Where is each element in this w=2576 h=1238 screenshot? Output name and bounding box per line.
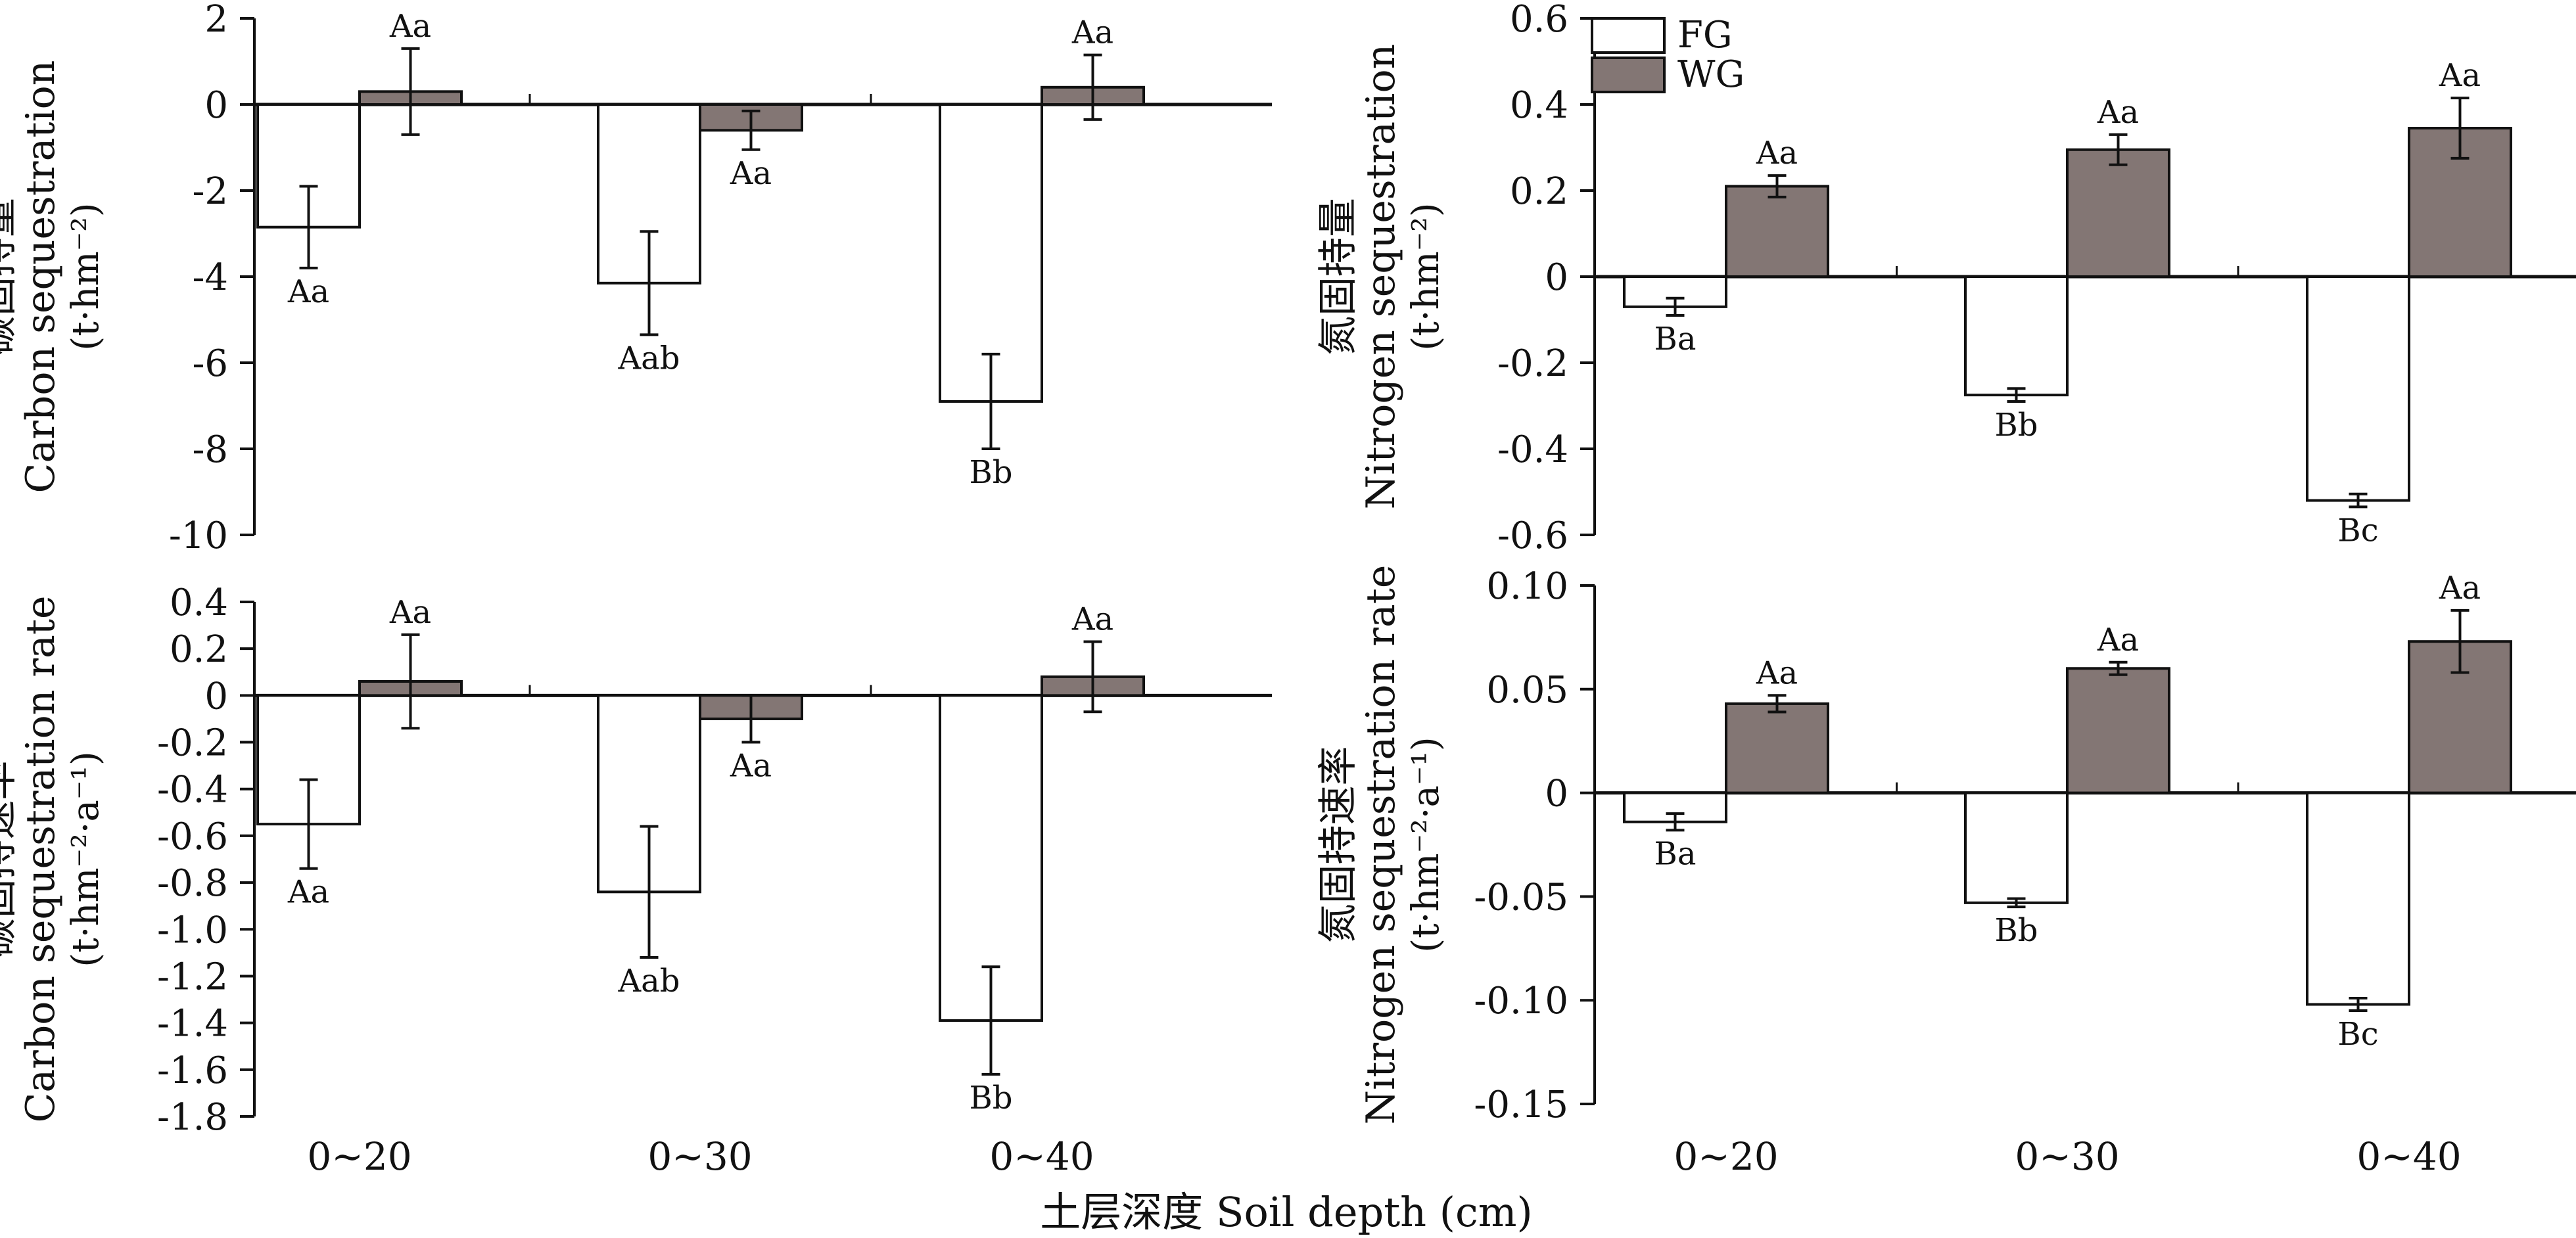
significance-label: Aa [2097,622,2139,658]
y-axis-title-cn: 氮固持速率 [1315,746,1361,944]
y-tick-label: -0.6 [157,815,228,858]
bar-wg [1725,185,1829,279]
y-tick-label: -4 [192,256,228,299]
significance-label: Bb [1995,407,2038,444]
y-tick-label: -1.2 [157,955,228,998]
y-axis-title-cn: 碳固持速率 [0,761,21,958]
x-tick-label: 0~20 [1674,1134,1778,1179]
bar-wg [2066,667,2170,794]
y-tick-label: 0 [1545,256,1568,299]
y-tick-label: -0.2 [157,722,228,765]
significance-label: Aa [2439,57,2481,94]
significance-label: Aa [2439,570,2481,607]
y-tick-label: 0.6 [1510,0,1568,41]
bar-fg [939,103,1043,403]
x-axis-title: 土层深度 Soil depth (cm) [1040,1188,1532,1236]
y-tick-label: -8 [192,428,228,471]
x-tick-label: 0~20 [307,1134,411,1179]
y-axis-title-unit: (t·hm⁻²·a⁻¹) [64,751,107,967]
y-tick-label: -2 [192,170,228,213]
significance-label: Aa [1071,14,1113,51]
y-tick-label: -6 [192,342,228,385]
x-tick-label: 0~40 [989,1134,1094,1179]
y-tick-label: 0.2 [1510,170,1568,213]
y-axis-title-en: Nitrogen sequestration [1358,44,1404,510]
significance-label: Aa [730,155,772,192]
y-tick-label: -1.8 [157,1096,228,1139]
y-axis-title-en: Carbon sequestration rate [18,595,64,1122]
y-axis-title-unit: (t·hm⁻²·a⁻¹) [1405,737,1447,952]
y-tick-label: -0.10 [1474,980,1568,1022]
significance-label: Aa [287,273,329,310]
y-tick-label: -0.4 [157,769,228,812]
bar-wg [1725,702,1829,794]
bar-fg [2306,275,2410,502]
y-tick-label: 0 [1545,773,1568,815]
significance-label: Bc [2337,512,2378,549]
y-tick-label: -0.15 [1474,1084,1568,1126]
significance-label: Aa [1071,601,1113,638]
bar-fg [2306,791,2410,1006]
y-axis-title-unit: (t·hm⁻²) [1405,202,1447,350]
y-tick-label: -1.0 [157,909,228,951]
significance-label: Aab [617,340,680,377]
legend-swatch-fg [1591,17,1666,54]
x-tick-label: 0~30 [2015,1134,2119,1179]
y-tick-label: -0.05 [1474,876,1568,919]
legend-swatch-wg [1591,57,1666,93]
bar-wg [2066,148,2170,278]
y-tick-label: 0.2 [170,628,228,671]
y-axis-title-unit: (t·hm⁻²) [64,202,107,350]
x-tick-label: 0~30 [647,1134,752,1179]
panel-nitrogen-sequestration-rate: 0.10 0.05 0 -0.05 -0.10 -0.15 Ba Bb Bc Aa Aa Aa 0~20… [1315,565,2576,1179]
y-tick-label: -0.8 [157,862,228,905]
y-tick-label: 0 [204,675,228,718]
legend-label-wg: WG [1677,53,1745,96]
significance-label: Bb [970,454,1013,491]
significance-label: Bb [970,1080,1013,1116]
y-tick-label: -1.6 [157,1049,228,1092]
y-axis-title-en: Carbon sequestration [18,60,64,493]
panel-nitrogen-sequestration: 0.6 0.4 0.2 0 -0.2 -0.4 -0.6 Ba Bb Bc Aa Aa Aa 氮固持量Ni… [1315,0,2576,557]
significance-label: Bb [1995,912,2038,949]
y-tick-label: -0.4 [1497,428,1568,471]
significance-label: Aa [287,874,329,911]
bar-fg [1964,791,2069,904]
significance-label: Aa [2097,94,2139,131]
y-tick-label: 0.4 [1510,84,1568,127]
significance-label: Aa [389,594,431,631]
y-tick-label: -1.4 [157,1003,228,1045]
y-tick-label: -10 [169,515,228,557]
bar-fg [1964,275,2069,397]
significance-label: Aa [1756,135,1798,172]
significance-label: Aa [1756,654,1798,691]
significance-label: Bc [2337,1016,2378,1053]
y-tick-label: 0.4 [170,582,228,624]
significance-label: Aa [389,8,431,45]
y-tick-label: 0.05 [1486,669,1568,712]
significance-label: Aab [617,963,680,999]
y-tick-label: 2 [204,0,228,41]
y-axis-title-en: Nitrogen sequestration rate [1358,565,1404,1125]
y-tick-label: 0.10 [1486,565,1568,608]
y-tick-label: -0.6 [1497,515,1568,557]
legend-label-fg: FG [1677,14,1733,57]
panel-carbon-sequestration-rate: 0.40.20-0.2-0.4-0.6-0.8-1.0-1.2 -1.4-1.6-… [0,582,1272,1179]
y-tick-label: 0 [204,84,228,127]
significance-label: Ba [1654,835,1697,872]
significance-label: Aa [730,748,772,785]
y-tick-label: -0.2 [1497,342,1568,385]
significance-label: Ba [1654,321,1697,357]
x-tick-label: 0~40 [2356,1134,2461,1179]
y-axis-title-cn: 氮固持量 [1315,198,1361,355]
y-axis-title-cn: 碳固持量 [0,198,21,355]
